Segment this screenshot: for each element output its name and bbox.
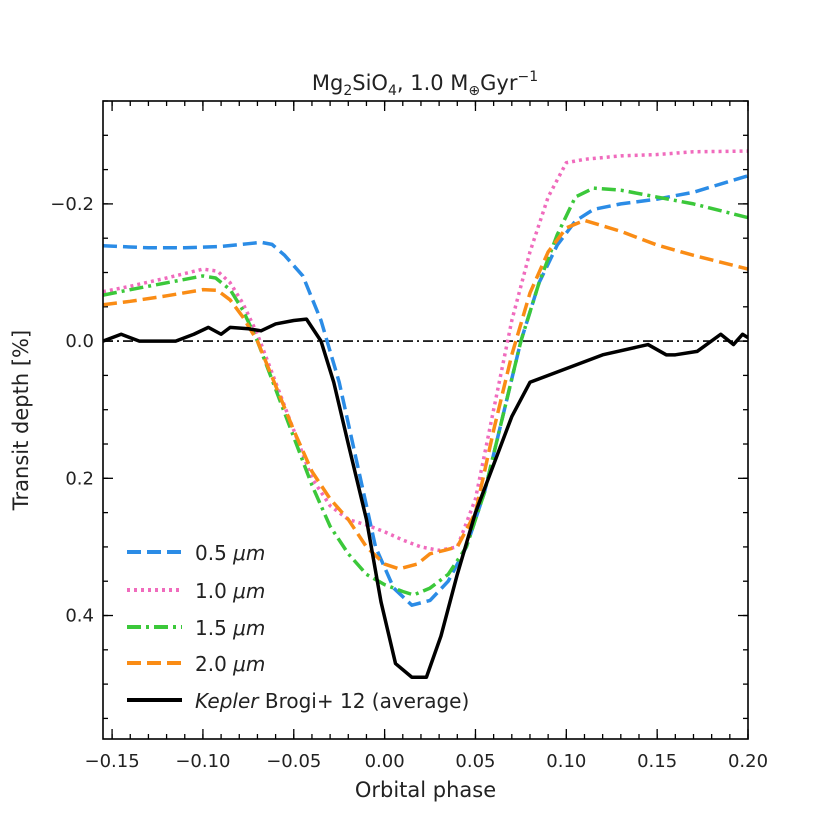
series-line-3 [103, 218, 748, 571]
legend-label-1-5um: 1.5 μm [195, 616, 265, 640]
axis-ticks [103, 100, 749, 739]
legend-label-kepler: Kepler Brogi+ 12 (average) [195, 689, 469, 713]
x-tick-label: 0.00 [365, 751, 405, 772]
series-line-2 [103, 186, 748, 597]
x-tick-labels: −0.15 −0.10 −0.05 0.00 0.05 0.10 0.15 0.20 [84, 751, 768, 772]
y-tick-label: −0.2 [50, 194, 94, 215]
x-tick-label: −0.05 [266, 751, 321, 772]
x-tick-label: 0.10 [546, 751, 586, 772]
x-axis-label: Orbital phase [355, 778, 496, 802]
x-tick-label: 0.05 [455, 751, 495, 772]
legend-label-0-5um: 0.5 μm [195, 541, 265, 565]
x-tick-label: −0.10 [175, 751, 230, 772]
plot-frame [102, 100, 749, 740]
chart-title: Mg2SiO4, 1.0 M⊕Gyr−1 [312, 69, 538, 99]
y-tick-label: 0.0 [65, 331, 94, 352]
x-tick-label: −0.15 [84, 751, 139, 772]
y-tick-label: 0.2 [65, 468, 94, 489]
x-tick-label: 0.15 [637, 751, 677, 772]
series-line-1 [103, 149, 748, 553]
series-line-0 [103, 174, 748, 607]
y-tick-label: 0.4 [65, 606, 94, 627]
legend: 0.5 μm 1.0 μm 1.5 μm 2.0 μm Kepler Brogi… [127, 541, 469, 713]
series-layer [103, 149, 748, 680]
x-tick-label: 0.20 [728, 751, 768, 772]
y-axis-label: Transit depth [%] [9, 330, 33, 511]
legend-label-1-0um: 1.0 μm [195, 579, 265, 603]
legend-label-2-0um: 2.0 μm [195, 652, 265, 676]
y-tick-labels: −0.2 0.0 0.2 0.4 [50, 194, 94, 627]
series-line-4 [103, 317, 748, 680]
